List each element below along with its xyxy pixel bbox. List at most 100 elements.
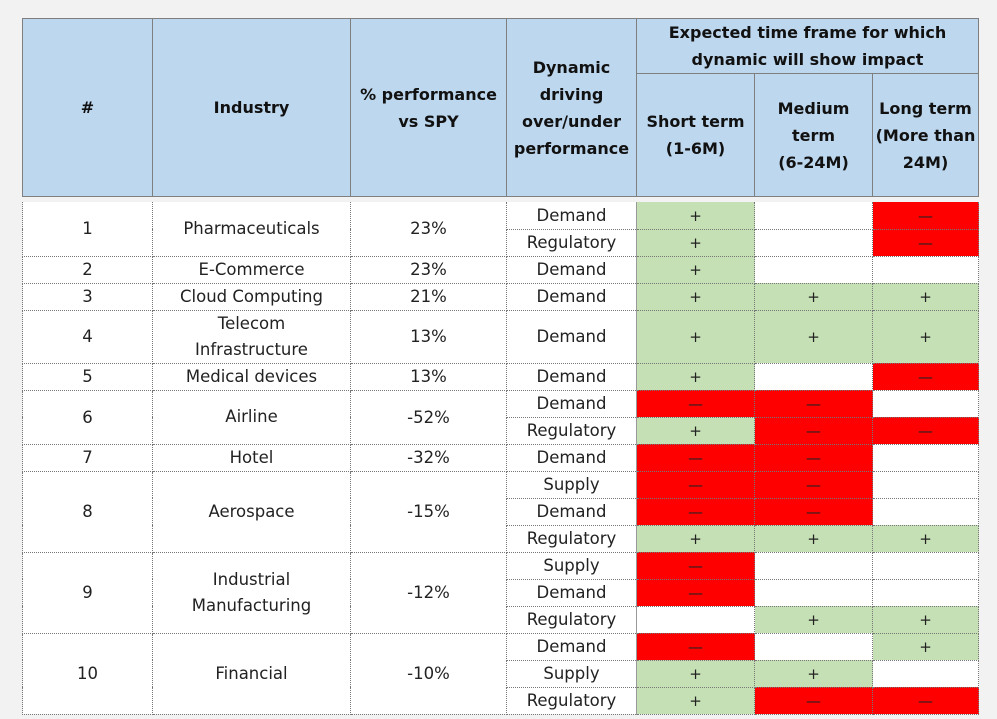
industry-name: E-Commerce xyxy=(152,256,351,284)
industry-name-line: Telecom xyxy=(217,313,286,333)
industry-impact-table-container: # Industry % performance vs SPY Dynamic dr… xyxy=(22,18,979,715)
industry-name: Telecom Infrastructure xyxy=(152,310,351,364)
performance-vs-spy: 21% xyxy=(350,283,507,311)
long-term-impact-cell xyxy=(872,498,979,526)
short-term-impact-cell: + xyxy=(636,256,755,284)
dynamic-driver: Demand xyxy=(506,310,637,364)
short-term-impact-cell: — xyxy=(636,444,755,472)
minus-icon: — xyxy=(688,584,703,602)
plus-icon: + xyxy=(807,288,820,306)
minus-icon: — xyxy=(918,206,933,225)
medium-term-impact-cell xyxy=(754,363,873,391)
plus-icon: + xyxy=(689,234,702,252)
table-row: 10 Financial -10% Demand — + xyxy=(22,633,979,715)
plus-icon: + xyxy=(689,422,702,440)
industry-name: Medical devices xyxy=(152,363,351,391)
medium-term-impact-cell: — xyxy=(754,471,873,499)
plus-icon: + xyxy=(807,611,820,629)
header-time-frame: Expected time frame for which dynamic wil… xyxy=(636,18,979,74)
dynamic-driver: Regulatory xyxy=(506,417,637,445)
medium-term-impact-cell: — xyxy=(754,687,873,715)
row-number: 4 xyxy=(22,310,153,364)
medium-term-impact-cell xyxy=(754,579,873,607)
long-term-impact-cell: + xyxy=(872,310,979,364)
dynamic-driver: Regulatory xyxy=(506,606,637,634)
short-term-impact-cell: — xyxy=(636,498,755,526)
industry-name-line: Aerospace xyxy=(208,501,295,521)
table-row: 6 Airline -52% Demand — — xyxy=(22,390,979,445)
long-term-impact-cell: — xyxy=(872,363,979,391)
dynamic-driver: Supply xyxy=(506,552,637,580)
table-row: 4 Telecom Infrastructure 13% Demand + + + xyxy=(22,310,979,364)
dynamic-driver: Demand xyxy=(506,363,637,391)
table-row: Regulatory + + + xyxy=(23,525,979,553)
header-long-term: Long term (More than 24M) xyxy=(872,73,979,197)
long-term-impact-cell: — xyxy=(872,687,979,715)
performance-vs-spy: -52% xyxy=(350,390,507,445)
dynamic-driver: Supply xyxy=(506,471,637,499)
plus-icon: + xyxy=(689,665,702,683)
row-number: 10 xyxy=(22,633,153,715)
performance-vs-spy: -12% xyxy=(350,552,507,634)
row-number: 3 xyxy=(22,283,153,311)
minus-icon: — xyxy=(806,422,821,440)
minus-icon: — xyxy=(918,422,933,440)
dynamic-driver: Regulatory xyxy=(506,525,637,553)
long-term-impact-cell xyxy=(872,444,979,472)
minus-icon: — xyxy=(918,692,933,710)
performance-vs-spy: -10% xyxy=(350,633,507,715)
plus-icon: + xyxy=(807,328,820,346)
performance-vs-spy: 23% xyxy=(350,256,507,284)
medium-term-impact-cell: — xyxy=(754,498,873,526)
dynamic-driver: Demand xyxy=(506,390,637,418)
dynamic-driver: Supply xyxy=(506,660,637,688)
table-row: Regulatory + — xyxy=(23,229,979,257)
industry-name: Industrial Manufacturing xyxy=(152,552,351,634)
industry-name-line: Cloud Computing xyxy=(180,286,323,306)
industry-name-line: Airline xyxy=(225,407,278,426)
medium-term-impact-cell xyxy=(754,633,873,661)
row-number: 8 xyxy=(22,471,153,553)
table-body: 1 Pharmaceuticals 23% Demand + — Regulatory + —2… xyxy=(22,202,979,715)
plus-icon: + xyxy=(689,530,702,548)
short-term-impact-cell: — xyxy=(636,471,755,499)
short-term-impact-cell: — xyxy=(636,390,755,418)
long-term-impact-cell xyxy=(872,579,979,607)
industry-name-line: Hotel xyxy=(229,447,274,467)
plus-icon: + xyxy=(919,288,932,306)
long-term-impact-cell xyxy=(872,471,979,499)
short-term-impact-cell: — xyxy=(636,633,755,661)
plus-icon: + xyxy=(919,611,932,629)
short-term-impact-cell: + xyxy=(636,687,755,715)
table-row: 5 Medical devices 13% Demand + — xyxy=(22,363,979,391)
header-industry: Industry xyxy=(152,18,351,197)
minus-icon: — xyxy=(918,234,933,252)
minus-icon: — xyxy=(806,449,821,467)
long-term-impact-cell xyxy=(872,660,979,688)
performance-vs-spy: 23% xyxy=(350,202,507,257)
industry-name: Hotel xyxy=(152,444,351,472)
long-term-impact-cell xyxy=(872,256,979,284)
table-row: 8 Aerospace -15% Supply — — xyxy=(22,471,979,553)
row-number: 1 xyxy=(22,202,153,257)
header-number: # xyxy=(22,18,153,197)
industry-name-line: E-Commerce xyxy=(198,259,305,279)
minus-icon: — xyxy=(806,692,821,710)
medium-term-impact-cell: — xyxy=(754,417,873,445)
short-term-impact-cell: + xyxy=(636,283,755,311)
medium-term-impact-cell: — xyxy=(754,390,873,418)
long-term-impact-cell xyxy=(872,390,979,418)
short-term-impact-cell xyxy=(636,606,755,634)
industry-name-line: Pharmaceuticals xyxy=(183,218,320,238)
plus-icon: + xyxy=(807,665,820,683)
industry-impact-table: # Industry % performance vs SPY Dynamic dr… xyxy=(22,18,979,715)
dynamic-driver: Demand xyxy=(506,444,637,472)
table-row: Supply + + xyxy=(23,660,979,688)
minus-icon: — xyxy=(918,368,933,386)
row-number: 7 xyxy=(22,444,153,472)
table-row: 1 Pharmaceuticals 23% Demand + — xyxy=(22,202,979,257)
minus-icon: — xyxy=(806,476,821,494)
plus-icon: + xyxy=(689,206,702,225)
long-term-impact-cell: + xyxy=(872,525,979,553)
long-term-impact-cell xyxy=(872,552,979,580)
